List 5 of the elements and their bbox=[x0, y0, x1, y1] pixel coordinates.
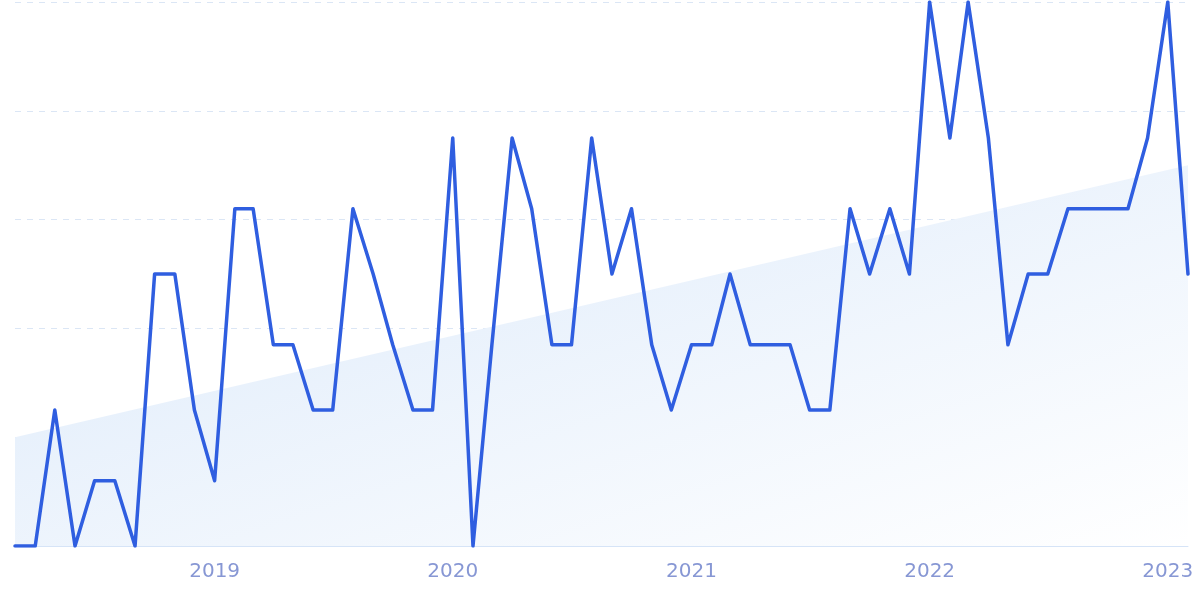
x-tick-label: 2021 bbox=[666, 558, 717, 582]
x-tick-label: 2019 bbox=[189, 558, 241, 582]
x-tick-label: 2022 bbox=[904, 558, 956, 582]
x-tick-label: 2023 bbox=[1142, 558, 1194, 582]
x-tick-label: 2020 bbox=[427, 558, 479, 582]
